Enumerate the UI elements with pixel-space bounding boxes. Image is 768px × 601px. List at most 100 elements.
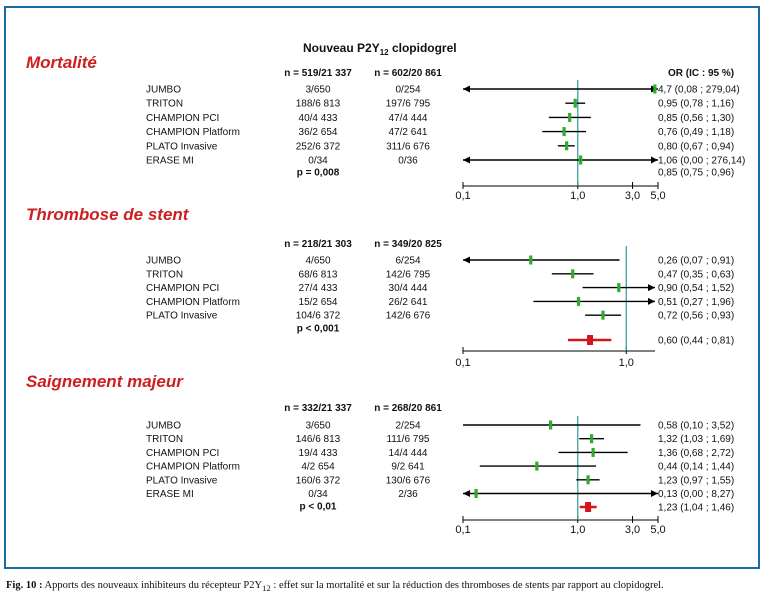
study-clopidogrel-events: 26/2 641: [389, 297, 428, 308]
study-new-events: 252/6 372: [296, 141, 341, 152]
study-name: PLATO Invasive: [146, 475, 218, 486]
ci-arrow-left: [463, 85, 470, 93]
point-estimate: [590, 434, 594, 444]
section-title: Mortalité: [26, 53, 97, 72]
p-value: p = 0,008: [297, 168, 340, 179]
forest-plot-figure: Nouveau P2Y12 clopidogrel Mortalité n = 5…: [26, 41, 745, 536]
forest-section-2: Thrombose de stent n = 218/21 303 n = 349/…: [26, 205, 734, 369]
x-tick-label: 0,1: [455, 190, 470, 202]
study-clopidogrel-events: 311/6 676: [386, 141, 430, 152]
study-or-ci: 0,58 (0,10 ; 3,52): [658, 421, 734, 432]
point-estimate: [617, 283, 621, 293]
overall-or-ci: 1,23 (1,04 ; 1,46): [658, 503, 734, 514]
point-estimate: [573, 98, 577, 108]
point-estimate: [474, 489, 478, 498]
x-tick-label: 1,0: [570, 524, 585, 536]
x-tick-label: 1,0: [619, 357, 634, 369]
study-name: TRITON: [146, 269, 183, 280]
forest-sections: Mortalité n = 519/21 337 n = 602/20 861 OR …: [26, 53, 745, 536]
study-name: TRITON: [146, 434, 183, 445]
study-new-events: 0/34: [308, 489, 328, 500]
drug-column-title: Nouveau P2Y12 clopidogrel: [303, 41, 457, 57]
study-new-events: 4/2 654: [301, 462, 335, 473]
study-clopidogrel-events: 14/4 444: [389, 448, 428, 459]
ci-arrow-left: [463, 256, 470, 264]
study-name: PLATO Invasive: [146, 141, 218, 152]
study-or-ci: 0,90 (0,54 ; 1,52): [658, 283, 734, 294]
study-or-ci: 0,51 (0,27 ; 1,96): [658, 297, 734, 308]
forest-section-1: Mortalité n = 519/21 337 n = 602/20 861 OR …: [26, 53, 745, 202]
n-clopidogrel-header: n = 602/20 861: [374, 68, 442, 79]
study-clopidogrel-events: 47/4 444: [389, 113, 428, 124]
overall-or-ci: 0,60 (0,44 ; 0,81): [658, 336, 734, 347]
study-clopidogrel-events: 2/254: [395, 421, 420, 432]
p-value: p < 0,01: [300, 502, 337, 513]
study-or-ci: 0,76 (0,49 ; 1,18): [658, 127, 734, 138]
ci-arrow-right: [648, 284, 655, 292]
overall-estimate: [587, 335, 594, 345]
point-estimate: [568, 112, 572, 122]
n-clopidogrel-header: n = 349/20 825: [374, 239, 442, 250]
study-name: JUMBO: [146, 256, 181, 267]
study-clopidogrel-events: 9/2 641: [391, 462, 425, 473]
study-clopidogrel-events: 197/6 795: [386, 99, 431, 110]
x-tick-label: 3,0: [625, 190, 640, 202]
study-clopidogrel-events: 142/6 676: [386, 311, 431, 322]
study-clopidogrel-events: 30/4 444: [389, 283, 428, 294]
point-estimate: [529, 255, 533, 265]
study-new-events: 188/6 813: [296, 99, 341, 110]
x-tick-label: 3,0: [625, 524, 640, 536]
study-or-ci: 0,80 (0,67 ; 0,94): [658, 141, 734, 152]
x-tick-label: 5,0: [650, 190, 665, 202]
x-tick-label: 0,1: [455, 524, 470, 536]
caption-subscript: 12: [262, 583, 271, 594]
point-estimate: [565, 141, 569, 151]
point-estimate: [571, 269, 575, 279]
section-title: Thrombose de stent: [26, 205, 190, 224]
study-new-events: 104/6 372: [296, 311, 341, 322]
point-estimate: [535, 461, 539, 471]
study-new-events: 19/4 433: [299, 448, 338, 459]
study-name: CHAMPION Platform: [146, 127, 240, 138]
x-tick-label: 1,0: [570, 190, 585, 202]
study-or-ci: 1,06 (0,00 ; 276,14): [658, 156, 745, 167]
study-name: CHAMPION PCI: [146, 113, 219, 124]
study-or-ci: 1,32 (1,03 ; 1,69): [658, 434, 734, 445]
study-clopidogrel-events: 47/2 641: [389, 127, 428, 138]
or-ci-header: OR (IC : 95 %): [668, 68, 734, 79]
study-clopidogrel-events: 0/36: [398, 156, 418, 167]
x-tick-label: 0,1: [455, 357, 470, 369]
study-name: JUMBO: [146, 85, 181, 96]
point-estimate: [591, 447, 595, 457]
study-or-ci: 0,13 (0,00 ; 8,27): [658, 489, 734, 500]
study-name: ERASE MI: [146, 156, 194, 167]
ci-arrow-right: [651, 156, 658, 164]
study-or-ci: 0,44 (0,14 ; 1,44): [658, 462, 734, 473]
study-clopidogrel-events: 111/6 795: [386, 434, 429, 445]
study-clopidogrel-events: 142/6 795: [386, 269, 431, 280]
study-clopidogrel-events: 2/36: [398, 489, 418, 500]
study-new-events: 3/650: [305, 85, 330, 96]
ci-arrow-right: [651, 490, 658, 497]
study-or-ci: 4,7 (0,08 ; 279,04): [658, 85, 740, 96]
study-new-events: 15/2 654: [299, 297, 338, 308]
overall-or-ci: 0,85 (0,75 ; 0,96): [658, 168, 734, 179]
study-name: ERASE MI: [146, 489, 194, 500]
point-estimate: [601, 310, 605, 320]
n-clopidogrel-header: n = 268/20 861: [374, 403, 442, 414]
n-new-header: n = 332/21 337: [284, 403, 352, 414]
study-name: PLATO Invasive: [146, 311, 218, 322]
study-new-events: 3/650: [305, 421, 330, 432]
n-new-header: n = 519/21 337: [284, 68, 352, 79]
x-tick-label: 5,0: [650, 524, 665, 536]
point-estimate: [586, 475, 590, 485]
study-or-ci: 1,23 (0,97 ; 1,55): [658, 475, 734, 486]
n-new-header: n = 218/21 303: [284, 239, 352, 250]
study-new-events: 27/4 433: [299, 283, 338, 294]
figure-caption: Fig. 10 : Apports des nouveaux inhibiteu…: [6, 580, 764, 593]
caption-text-start: Apports des nouveaux inhibiteurs du réce…: [42, 580, 263, 591]
caption-text-end: : effet sur la mortalité et sur la réduc…: [270, 580, 664, 591]
overall-estimate: [585, 502, 592, 512]
section-title: Saignement majeur: [26, 372, 184, 391]
